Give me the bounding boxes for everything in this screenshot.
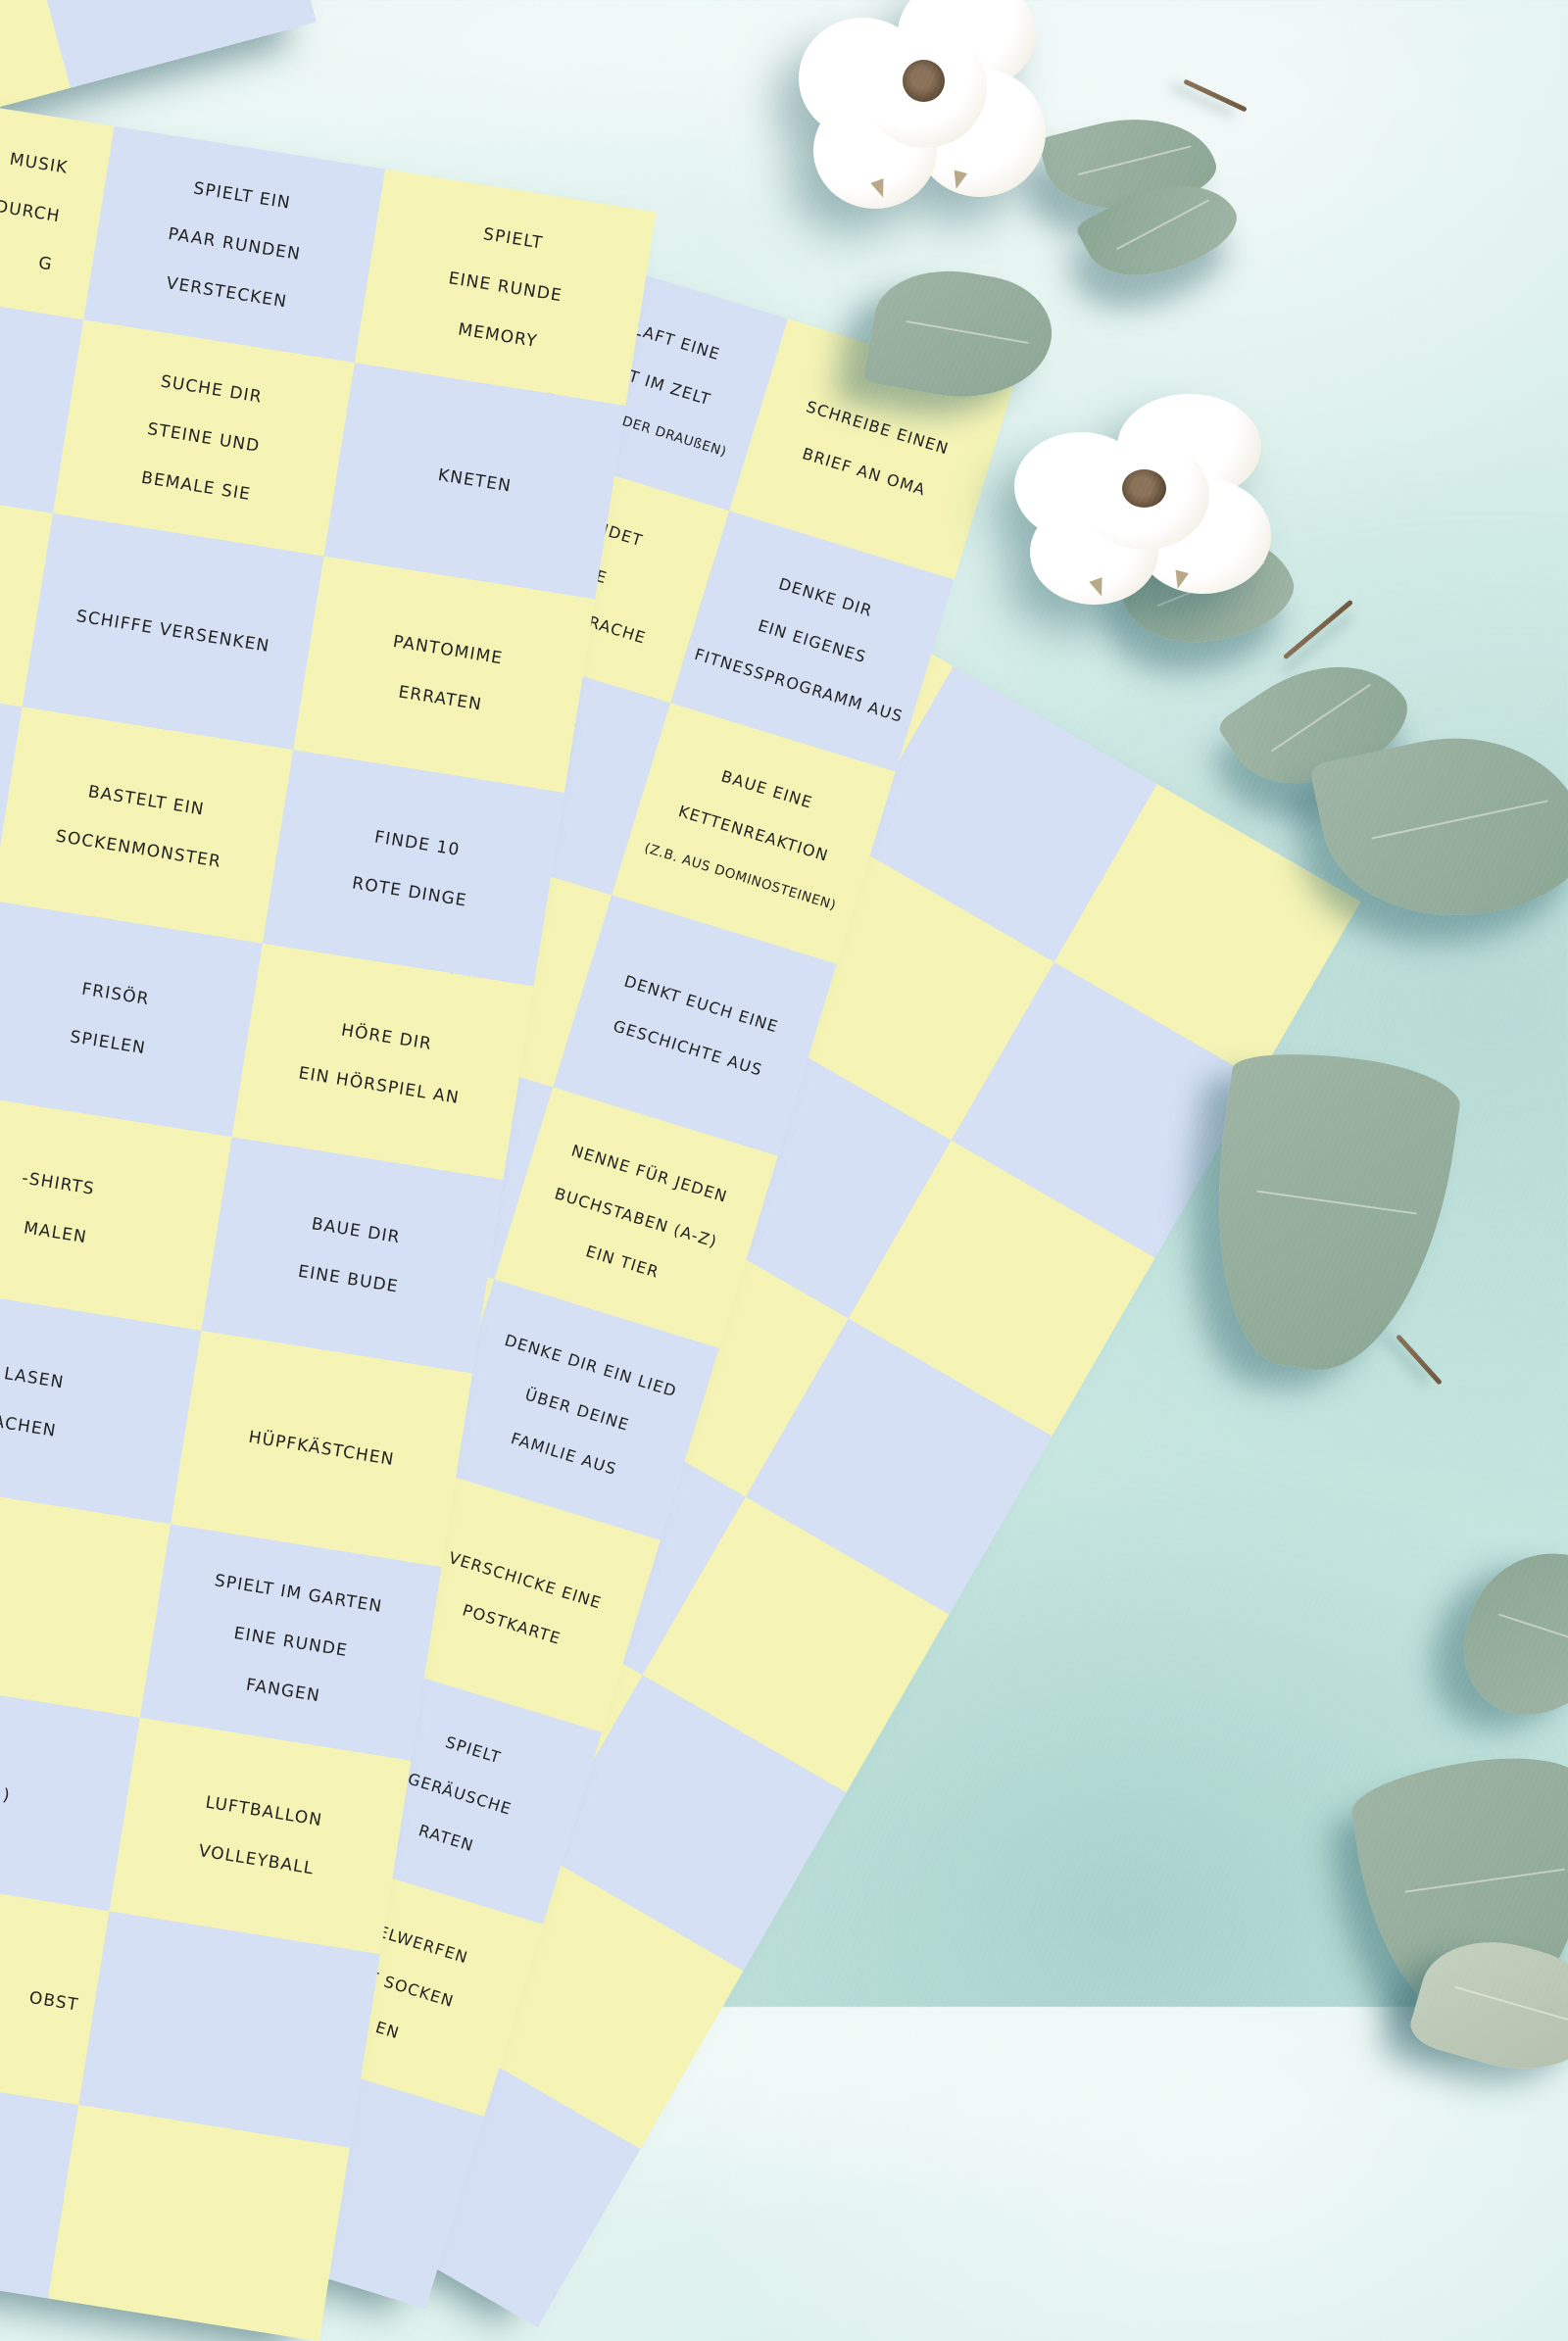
- leaf-vein: [1256, 1190, 1417, 1215]
- cotton-seed-core: [902, 59, 945, 102]
- eucalyptus-stem: [1282, 599, 1354, 660]
- eucalyptus-leaf-large: [1192, 1042, 1465, 1385]
- leaf-vein: [1454, 1985, 1568, 2023]
- cotton-seed-core: [1122, 469, 1166, 509]
- activity-cell: [47, 2104, 350, 2341]
- decor-layer: [799, 0, 1568, 2091]
- eucalyptus-leaf-corner: [1446, 1532, 1568, 1737]
- leaf-vein: [1270, 683, 1372, 754]
- eucalyptus-leaf-single: [862, 258, 1060, 413]
- leaf-vein: [1116, 199, 1210, 251]
- activity-text-line: EN: [373, 2018, 403, 2043]
- leaf-vein: [906, 319, 1029, 344]
- cotton-flower-right: [1014, 394, 1271, 605]
- cotton-flower-top: [799, 0, 1046, 209]
- leaf-vein: [1371, 800, 1548, 840]
- leaf-vein: [1497, 1613, 1568, 1647]
- leaf-vein: [1404, 1868, 1565, 1893]
- eucalyptus-stem: [1183, 78, 1248, 113]
- leaf-vein: [1077, 145, 1192, 175]
- eucalyptus-stem: [1396, 1334, 1443, 1386]
